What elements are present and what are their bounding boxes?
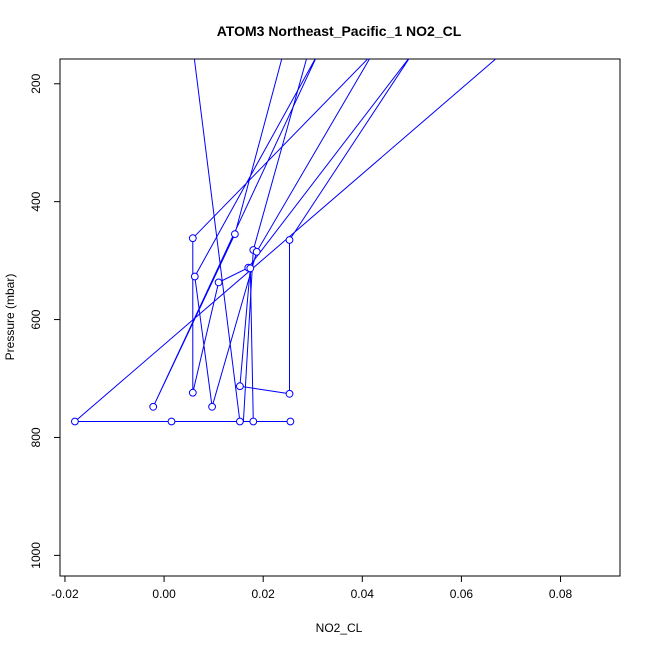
y-tick-label: 400	[29, 191, 43, 211]
x-tick-label: 0.04	[351, 587, 375, 601]
x-axis: -0.02 0.00 0.02 0.04 0.06 0.08	[51, 575, 573, 601]
y-axis-label: Pressure (mbar)	[3, 274, 17, 361]
series-line-2	[193, 59, 308, 422]
x-tick-label: 0.08	[549, 587, 573, 601]
data-point	[249, 417, 258, 426]
data-point	[236, 382, 244, 391]
x-tick-label: 0.06	[450, 587, 474, 601]
x-tick-label: -0.02	[51, 587, 79, 601]
marker-layer	[71, 230, 295, 426]
data-point	[252, 247, 261, 256]
data-point	[246, 264, 255, 273]
data-point	[231, 230, 239, 239]
y-tick-label: 1000	[29, 542, 43, 569]
data-point	[149, 402, 158, 411]
data-point	[188, 234, 197, 243]
data-point	[188, 388, 197, 397]
y-tick-label: 800	[29, 427, 43, 447]
x-tick-label: 0.00	[152, 587, 176, 601]
data-point	[285, 389, 294, 398]
series-line-1	[73, 59, 497, 422]
y-tick-label: 200	[29, 73, 43, 93]
plot-frame	[59, 58, 621, 577]
x-axis-label: NO2_CL	[316, 621, 363, 635]
x-tick-label: 0.02	[252, 587, 276, 601]
series-layer	[73, 59, 497, 422]
data-point	[286, 417, 295, 426]
data-point	[190, 272, 199, 281]
data-point	[236, 417, 244, 426]
y-axis: 200 400 600 800 1000	[29, 73, 61, 569]
y-tick-label: 600	[29, 309, 43, 329]
data-point	[285, 236, 294, 244]
data-point	[208, 402, 217, 411]
data-point	[167, 417, 176, 426]
data-point	[71, 417, 79, 426]
chart-title: ATOM3 Northeast_Pacific_1 NO2_CL	[217, 23, 462, 39]
data-point	[214, 278, 223, 287]
